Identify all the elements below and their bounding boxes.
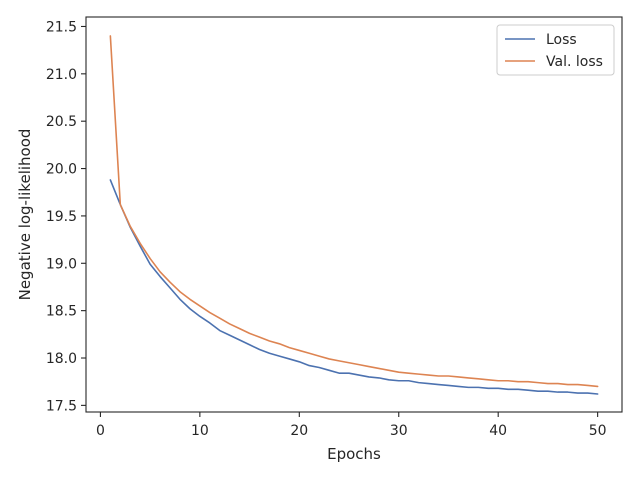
y-tick-label: 17.5	[46, 398, 77, 414]
x-tick-label: 30	[390, 423, 408, 439]
legend: Loss Val. loss	[496, 24, 615, 76]
y-tick-label: 18.5	[46, 304, 77, 320]
y-tick-label: 21.5	[46, 19, 77, 35]
x-tick-label: 0	[96, 423, 105, 439]
y-axis-label: Negative log-likelihood	[16, 129, 34, 301]
legend-label-val-loss: Val. loss	[546, 54, 603, 70]
legend-label-loss: Loss	[546, 32, 577, 48]
y-tick-label: 20.5	[46, 114, 77, 130]
val-loss-series-line	[109, 35, 599, 388]
y-tick-label: 19.0	[46, 256, 77, 272]
series-lines	[109, 35, 599, 395]
legend-box	[496, 24, 615, 76]
y-tick-label: 21.0	[46, 67, 77, 83]
y-tick-label: 20.0	[46, 162, 77, 178]
loss-series-line	[109, 179, 599, 395]
x-axis-ticks: 0 10 20 30 40 50	[96, 412, 607, 439]
y-tick-label: 19.5	[46, 209, 77, 225]
plot-area-frame	[85, 16, 623, 413]
x-tick-label: 40	[489, 423, 507, 439]
x-tick-label: 20	[290, 423, 308, 439]
x-axis-label: Epochs	[327, 445, 381, 463]
y-tick-label: 18.0	[46, 351, 77, 367]
x-tick-label: 50	[589, 423, 607, 439]
y-axis-ticks: 17.5 18.0 18.5 19.0 19.5 20.0 20.5 21.0 21.5	[46, 19, 86, 414]
x-tick-label: 10	[191, 423, 209, 439]
